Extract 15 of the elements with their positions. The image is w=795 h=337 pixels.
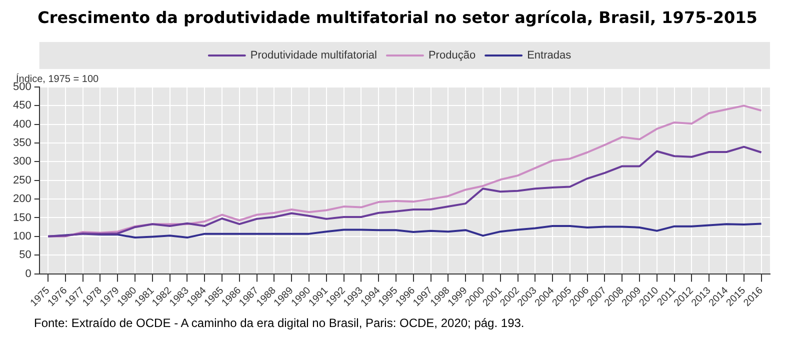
y-tick-label: 450 xyxy=(12,100,32,112)
y-tick-label: 0 xyxy=(25,268,32,280)
y-tick-label: 300 xyxy=(12,156,32,168)
y-tick-label: 350 xyxy=(12,137,32,150)
legend-label: Entradas xyxy=(527,50,572,62)
y-tick-label: 150 xyxy=(12,212,32,224)
y-tick-label: 400 xyxy=(12,118,32,130)
source-note: Fonte: Extraído de OCDE - A caminho da era digital no Brasil, Paris: OCDE, 2020; pág. 193. xyxy=(34,316,524,330)
y-tick-label: 100 xyxy=(12,230,32,242)
legend-label: Produção xyxy=(428,50,476,62)
y-tick-label: 250 xyxy=(12,174,32,186)
legend-label: Produtividade multifatorial xyxy=(250,50,377,62)
chart-title: Crescimento da produtividade multifatorial no setor agrícola, Brasil, 1975-2015 xyxy=(36,8,758,27)
y-tick-label: 200 xyxy=(12,193,32,206)
y-tick-label: 50 xyxy=(19,249,32,262)
